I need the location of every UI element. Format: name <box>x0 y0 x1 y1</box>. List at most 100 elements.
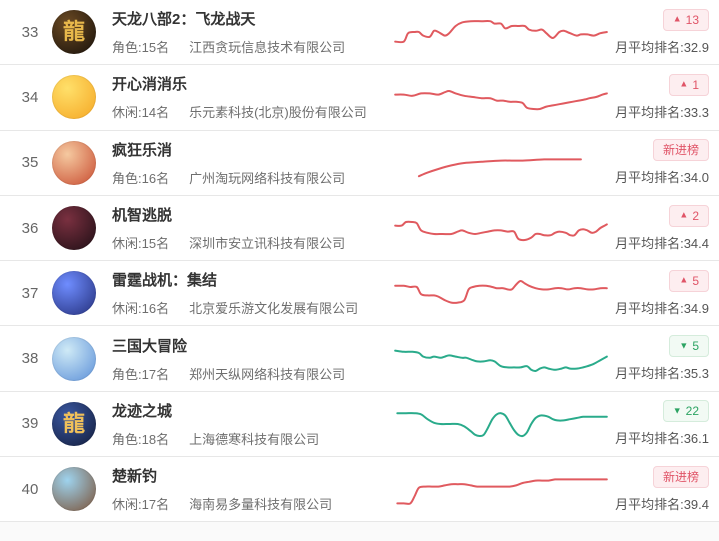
rank-change-arrow-icon: ▲ <box>672 13 682 24</box>
table-row[interactable]: 34 开心消消乐 休闲:14名 乐元素科技(北京)股份有限公司 ▲ 1 月平均排… <box>0 65 719 131</box>
game-name[interactable]: 楚新钓 <box>112 468 158 486</box>
rank-change-badge: ▲ 2 <box>669 204 709 227</box>
rank-change-arrow-icon: ▲ <box>679 274 689 285</box>
rank-change-badge: ▲ 13 <box>662 8 709 31</box>
trend-sparkline <box>393 275 609 311</box>
rank-change-badge: ▼ 22 <box>662 400 709 423</box>
category-rank-label: 角色:18名 <box>112 431 170 447</box>
table-row[interactable]: 36 机智逃脱 休闲:15名 深圳市安立讯科技有限公司 ▲ 2 月平均排名:34… <box>0 195 719 262</box>
rank-change-badge: ▼ 5 <box>669 335 709 358</box>
game-meta: 休闲:17名 海南易多量科技有限公司 <box>112 494 393 513</box>
rank-change-arrow-icon: ▼ <box>679 340 689 351</box>
tianlong-babu2-icon: 龍 <box>52 10 96 55</box>
trend-sparkline <box>393 471 609 507</box>
category-rank-label: 休闲:14名 <box>112 105 170 121</box>
rank-change-arrow-icon: ▲ <box>679 209 689 220</box>
footer-strip <box>0 522 719 541</box>
table-row[interactable]: 35 疯狂乐消 角色:16名 广州淘玩网络科技有限公司 新进榜 月平均排名:34… <box>0 130 719 196</box>
rank-number: 37 <box>21 284 39 302</box>
monthly-avg-rank: 月平均排名:36.1 <box>615 431 709 447</box>
game-name[interactable]: 三国大冒险 <box>112 337 188 355</box>
company-name: 广州淘玩网络科技有限公司 <box>189 170 346 186</box>
trend-sparkline <box>393 406 609 442</box>
trend-sparkline <box>393 210 609 246</box>
longji-zhicheng-icon: 龍 <box>52 401 96 446</box>
company-name: 北京爱乐游文化发展有限公司 <box>189 301 359 317</box>
ranking-rows: 33 龍 天龙八部2：飞龙战天 角色:15名 江西贪玩信息技术有限公司 ▲ 13… <box>0 0 719 523</box>
monthly-avg-rank: 月平均排名:33.3 <box>615 104 709 120</box>
rank-change-column: ▲ 1 月平均排名:33.3 <box>609 73 719 121</box>
company-name: 郑州天纵网络科技有限公司 <box>189 366 346 382</box>
table-row[interactable]: 37 雷霆战机：集结 休闲:16名 北京爱乐游文化发展有限公司 ▲ 5 月平均排… <box>0 261 719 327</box>
game-info: 机智逃脱 休闲:15名 深圳市安立讯科技有限公司 <box>112 204 393 252</box>
kaixin-xiaoxiaole-icon <box>52 75 96 120</box>
rank-number: 39 <box>21 415 39 433</box>
rank-change-column: ▲ 2 月平均排名:34.4 <box>609 204 719 252</box>
company-name: 上海德寒科技有限公司 <box>189 431 320 447</box>
game-info: 开心消消乐 休闲:14名 乐元素科技(北京)股份有限公司 <box>112 73 393 121</box>
leiting-zhanji-icon <box>52 271 96 316</box>
rank-number: 35 <box>21 154 39 172</box>
game-info: 天龙八部2：飞龙战天 角色:15名 江西贪玩信息技术有限公司 <box>112 8 393 56</box>
trend-sparkline <box>393 79 609 115</box>
game-info: 疯狂乐消 角色:16名 广州淘玩网络科技有限公司 <box>112 139 393 187</box>
table-row[interactable]: 39 龍 龙迹之城 角色:18名 上海德寒科技有限公司 ▼ 22 月平均排名:3… <box>0 391 719 458</box>
game-info: 龙迹之城 角色:18名 上海德寒科技有限公司 <box>112 400 393 448</box>
category-rank-label: 休闲:15名 <box>112 236 170 252</box>
category-rank-label: 角色:16名 <box>112 170 170 186</box>
rank-change-badge: ▲ 5 <box>669 269 709 292</box>
rank-change-arrow-icon: ▲ <box>679 78 689 89</box>
rank-number: 38 <box>21 350 39 368</box>
jizhi-taotuo-icon <box>52 206 96 251</box>
rank-change-column: ▲ 13 月平均排名:32.9 <box>609 8 719 56</box>
rank-change-column: 新进榜 月平均排名:34.0 <box>609 139 719 186</box>
company-name: 江西贪玩信息技术有限公司 <box>189 40 346 56</box>
game-info: 三国大冒险 角色:17名 郑州天纵网络科技有限公司 <box>112 335 393 383</box>
trend-sparkline <box>393 14 609 50</box>
rank-change-badge: ▲ 1 <box>669 73 709 96</box>
trend-sparkline <box>393 341 609 377</box>
category-rank-label: 角色:17名 <box>112 366 170 382</box>
fengkuang-lexiao-icon <box>52 140 96 185</box>
company-name: 深圳市安立讯科技有限公司 <box>189 236 346 252</box>
game-name[interactable]: 雷霆战机：集结 <box>112 272 218 290</box>
game-meta: 角色:17名 郑州天纵网络科技有限公司 <box>112 364 393 383</box>
rank-change-arrow-icon: ▼ <box>672 405 682 416</box>
chuxindiao-icon <box>52 467 96 512</box>
company-name: 乐元素科技(北京)股份有限公司 <box>189 105 367 121</box>
game-info: 雷霆战机：集结 休闲:16名 北京爱乐游文化发展有限公司 <box>112 269 393 317</box>
table-row[interactable]: 40 楚新钓 休闲:17名 海南易多量科技有限公司 新进榜 月平均排名:39.4 <box>0 457 719 523</box>
monthly-avg-rank: 月平均排名:39.4 <box>615 496 709 512</box>
rank-number: 40 <box>21 480 39 498</box>
rank-number: 36 <box>21 219 39 237</box>
game-meta: 休闲:16名 北京爱乐游文化发展有限公司 <box>112 298 393 317</box>
company-name: 海南易多量科技有限公司 <box>189 497 333 513</box>
rank-change-badge: 新进榜 <box>652 465 709 488</box>
rank-change-column: ▲ 5 月平均排名:34.9 <box>609 269 719 317</box>
trend-sparkline <box>393 145 609 181</box>
monthly-avg-rank: 月平均排名:35.3 <box>615 366 709 382</box>
game-meta: 休闲:15名 深圳市安立讯科技有限公司 <box>112 233 393 252</box>
game-name[interactable]: 机智逃脱 <box>112 207 173 225</box>
game-meta: 角色:18名 上海德寒科技有限公司 <box>112 429 393 448</box>
monthly-avg-rank: 月平均排名:34.0 <box>615 170 709 186</box>
game-meta: 角色:15名 江西贪玩信息技术有限公司 <box>112 37 393 56</box>
monthly-avg-rank: 月平均排名:32.9 <box>615 39 709 55</box>
game-name[interactable]: 龙迹之城 <box>112 402 173 420</box>
rank-number: 34 <box>21 88 39 106</box>
monthly-avg-rank: 月平均排名:34.4 <box>615 235 709 251</box>
table-row[interactable]: 33 龍 天龙八部2：飞龙战天 角色:15名 江西贪玩信息技术有限公司 ▲ 13… <box>0 0 719 66</box>
rank-change-column: ▼ 22 月平均排名:36.1 <box>609 400 719 447</box>
sanguo-damaoxian-icon <box>52 336 96 381</box>
category-rank-label: 角色:15名 <box>112 40 170 56</box>
game-name[interactable]: 疯狂乐消 <box>112 141 173 159</box>
game-meta: 角色:16名 广州淘玩网络科技有限公司 <box>112 168 393 187</box>
game-meta: 休闲:14名 乐元素科技(北京)股份有限公司 <box>112 102 393 121</box>
category-rank-label: 休闲:17名 <box>112 497 170 513</box>
rank-change-column: ▼ 5 月平均排名:35.3 <box>609 335 719 382</box>
game-name[interactable]: 开心消消乐 <box>112 76 188 94</box>
table-row[interactable]: 38 三国大冒险 角色:17名 郑州天纵网络科技有限公司 ▼ 5 月平均排名:3… <box>0 326 719 392</box>
game-name[interactable]: 天龙八部2：飞龙战天 <box>112 11 256 29</box>
monthly-avg-rank: 月平均排名:34.9 <box>615 300 709 316</box>
icon-glyph: 龍 <box>62 19 85 45</box>
